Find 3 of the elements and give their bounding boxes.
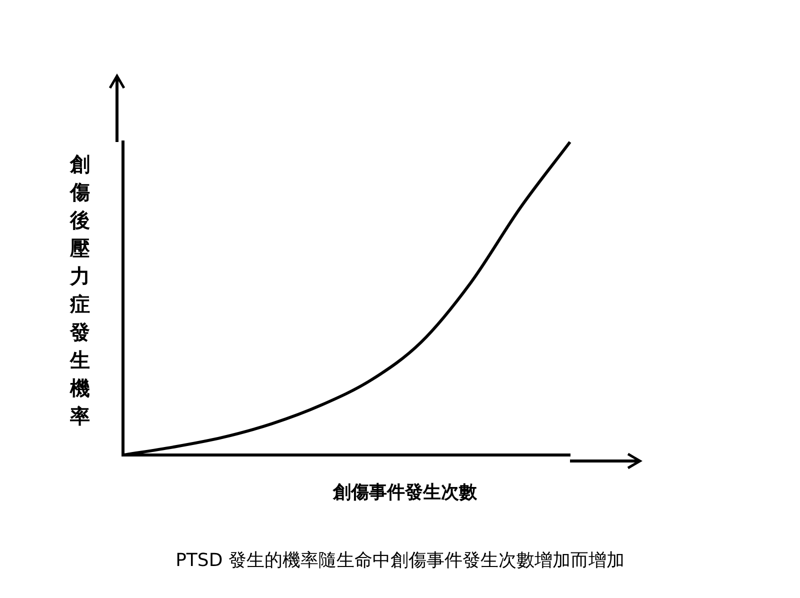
text: 創傷後壓力症發生機率 — [70, 152, 90, 428]
x-axis-title: 創傷事件發生次數 — [332, 481, 478, 504]
text: PTSD 發生的機率隨生命中創傷事件發生次數增加而增加 — [174, 549, 626, 572]
